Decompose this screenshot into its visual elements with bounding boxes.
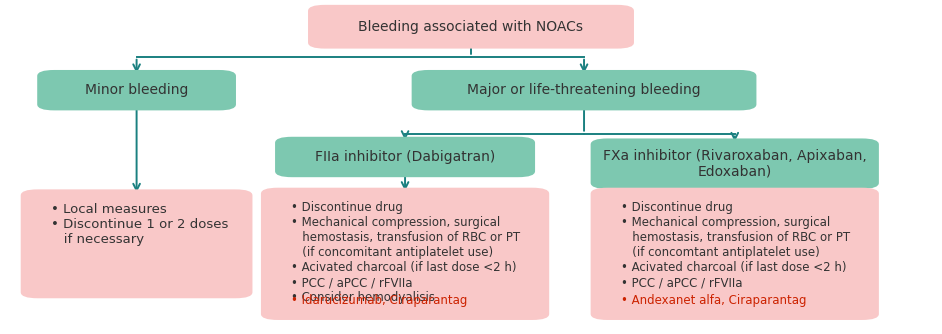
- FancyBboxPatch shape: [308, 5, 634, 48]
- FancyBboxPatch shape: [261, 188, 549, 320]
- Text: • Idarucizumab, Ciraparantag: • Idarucizumab, Ciraparantag: [291, 294, 467, 307]
- FancyBboxPatch shape: [37, 70, 236, 110]
- Text: Major or life-threatening bleeding: Major or life-threatening bleeding: [467, 83, 701, 97]
- Text: • Andexanet alfa, Ciraparantag: • Andexanet alfa, Ciraparantag: [621, 294, 806, 307]
- Text: FIIa inhibitor (Dabigatran): FIIa inhibitor (Dabigatran): [315, 150, 495, 164]
- FancyBboxPatch shape: [412, 70, 756, 110]
- Text: FXa inhibitor (Rivaroxaban, Apixaban,
Edoxaban): FXa inhibitor (Rivaroxaban, Apixaban, Ed…: [603, 149, 867, 179]
- FancyBboxPatch shape: [275, 137, 535, 177]
- FancyBboxPatch shape: [21, 189, 252, 298]
- Text: • Discontinue drug
• Mechanical compression, surgical
   hemostasis, transfusion: • Discontinue drug • Mechanical compress…: [291, 201, 520, 304]
- Text: • Local measures
• Discontinue 1 or 2 doses
   if necessary: • Local measures • Discontinue 1 or 2 do…: [51, 203, 228, 246]
- Text: • Discontinue drug
• Mechanical compression, surgical
   hemostasis, transfusion: • Discontinue drug • Mechanical compress…: [621, 201, 850, 289]
- Text: Minor bleeding: Minor bleeding: [85, 83, 188, 97]
- FancyBboxPatch shape: [591, 138, 879, 189]
- Text: Bleeding associated with NOACs: Bleeding associated with NOACs: [359, 20, 583, 34]
- FancyBboxPatch shape: [591, 188, 879, 320]
